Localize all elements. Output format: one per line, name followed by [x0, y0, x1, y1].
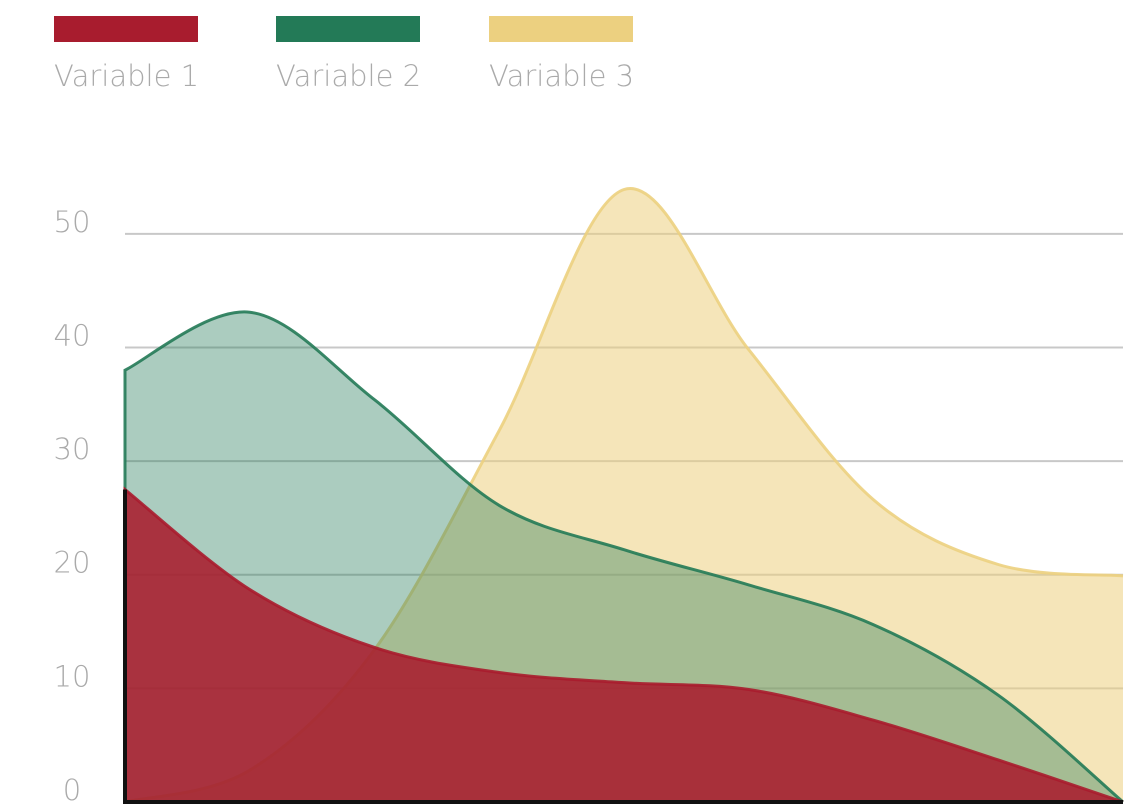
- line: [123, 310, 1124, 804]
- legend-swatch: [489, 16, 633, 42]
- legend-swatch: [276, 16, 420, 42]
- y-tick-label: 0: [63, 773, 81, 807]
- y-tick-label: 50: [54, 205, 91, 239]
- area: [125, 188, 1123, 803]
- legend-label: Variable 3: [489, 59, 634, 93]
- y-tick-label: 40: [54, 318, 91, 352]
- area: [125, 489, 1123, 802]
- y-tick-label: 10: [54, 659, 91, 693]
- legend-swatch: [54, 16, 198, 42]
- legend-label: Variable 2: [276, 59, 421, 93]
- y-tick-label: 30: [54, 432, 91, 466]
- line: [123, 486, 1124, 804]
- legend-label: Variable 1: [54, 59, 199, 93]
- y-tick-label: 20: [54, 546, 91, 580]
